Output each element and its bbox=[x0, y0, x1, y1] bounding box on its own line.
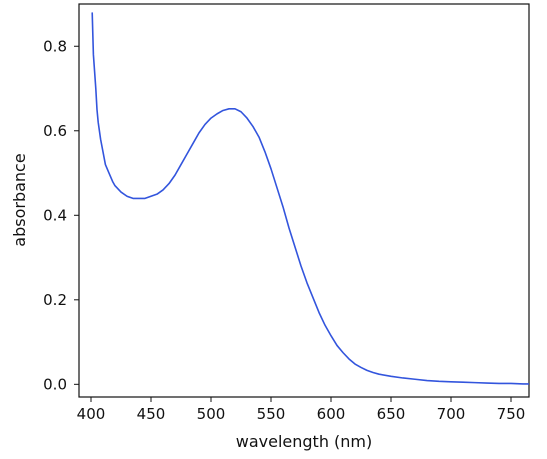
y-tick-label: 0.4 bbox=[43, 206, 67, 224]
x-tick-label: 750 bbox=[497, 405, 526, 423]
y-tick-label: 0.8 bbox=[43, 37, 67, 55]
x-tick-label: 400 bbox=[77, 405, 106, 423]
x-axis-ticks: 400 450 500 550 600 650 700 750 bbox=[77, 397, 526, 423]
y-tick-label: 0.6 bbox=[43, 122, 67, 140]
y-axis-ticks: 0.0 0.2 0.4 0.6 0.8 bbox=[43, 37, 79, 393]
x-tick-label: 700 bbox=[437, 405, 466, 423]
x-tick-label: 550 bbox=[257, 405, 286, 423]
series-group bbox=[91, 12, 529, 385]
x-tick-label: 650 bbox=[377, 405, 406, 423]
x-axis-title: wavelength (nm) bbox=[236, 432, 373, 451]
x-tick-label: 450 bbox=[137, 405, 166, 423]
x-tick-label: 500 bbox=[197, 405, 226, 423]
y-axis-title: absorbance bbox=[10, 153, 29, 246]
x-tick-label: 600 bbox=[317, 405, 346, 423]
absorbance-series-line bbox=[91, 12, 529, 385]
y-tick-label: 0.0 bbox=[43, 375, 67, 393]
plot-frame bbox=[78, 3, 530, 398]
y-tick-label: 0.2 bbox=[43, 291, 67, 309]
